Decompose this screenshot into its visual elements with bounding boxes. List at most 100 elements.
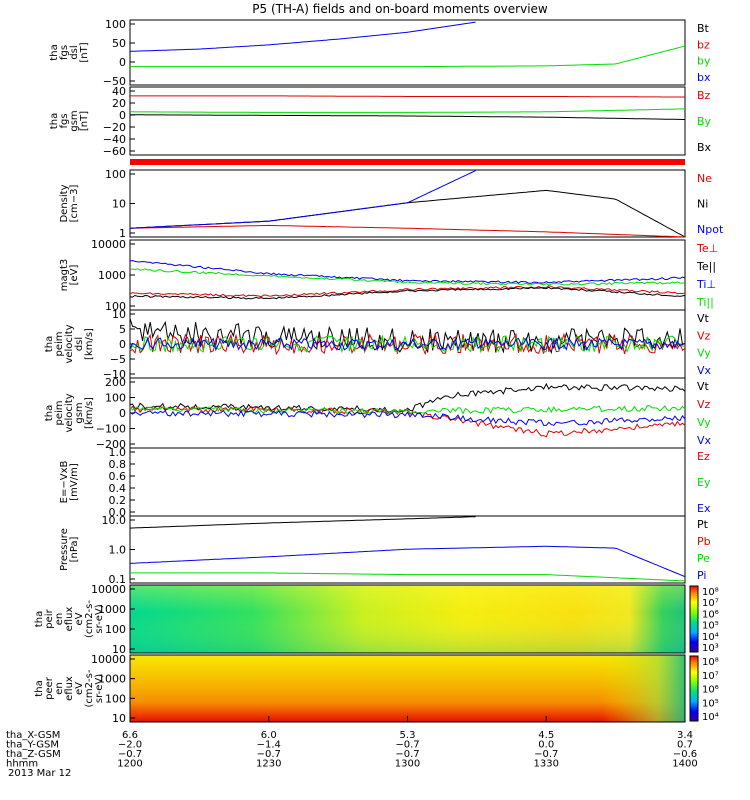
panel-efield: 1.00.80.60.40.20.0 E=−VxB [mV/m] Ez Ey Ex (59, 446, 711, 519)
y-axis-label-line: [km/s] (84, 397, 95, 429)
legend-Ex: Ex (697, 502, 711, 515)
panel-ion-spectrogram: 10000 1000 100 10 tha peir en eflux eV (cm2-s-sr-… (34, 583, 719, 656)
series-line-bx (129, 21, 476, 52)
legend-Ey: Ey (697, 476, 711, 489)
y-axis-label-line: Pressure (59, 528, 70, 571)
y-tick-label: 1000 (98, 269, 126, 282)
x-axis-value: −0.7 (534, 749, 558, 760)
panel-frame (129, 309, 686, 379)
series-line-Ni (129, 189, 686, 238)
series-line-Pi (129, 545, 686, 578)
y-tick-label: 20 (112, 97, 126, 110)
series-line-Pe (130, 572, 686, 582)
y-axis-label-line: [eV] (69, 265, 80, 286)
y-axis-label: tha peim velocity dsl [km/s] (44, 324, 95, 363)
legend-Vz: Vz (697, 329, 711, 342)
y-axis-label: Pressure [nPa] (59, 528, 80, 571)
y-tick-label: 100 (105, 300, 126, 313)
series-line-Npot (129, 170, 476, 229)
x-axis-row-label: tha_X-GSM (6, 730, 60, 741)
x-axis-value: 6.6 (122, 730, 138, 741)
y-tick-label: 0.1 (109, 573, 127, 586)
x-axis-row-label: hhmm (6, 759, 38, 770)
series-line-Vt (129, 382, 686, 413)
y-tick-label: −200 (96, 438, 126, 451)
y-tick-label: 100 (105, 392, 126, 405)
electron-spectrogram-shade (130, 655, 685, 722)
y-tick-label: 100 (105, 623, 126, 636)
x-axis-value: −0.7 (118, 749, 142, 760)
legend-Vt: Vt (697, 312, 710, 325)
y-axis-label-line: velocity (64, 393, 75, 432)
y-axis-label-line: (cm2-s- (84, 600, 95, 638)
y-axis-label-line: eflux (64, 607, 75, 632)
y-axis-label-line: fgs (59, 45, 70, 60)
y-axis-label-line: eV (74, 612, 85, 625)
legend-Pt: Pt (697, 518, 709, 531)
colorbar-tick-label: 10⁵ (702, 621, 719, 632)
y-tick-label: 0.2 (109, 494, 127, 507)
y-axis-label-line: [cm−3] (69, 185, 80, 223)
x-axis-value: −0.7 (395, 749, 419, 760)
y-axis-label-line: eflux (64, 676, 75, 701)
colorbar-tick-label: 10³ (702, 643, 719, 654)
colorbar-tick-label: 10⁷ (702, 671, 719, 682)
x-axis-value: −0.6 (673, 749, 697, 760)
y-tick-label: 200 (105, 376, 126, 389)
colorbar-tick-label: 10⁶ (702, 609, 719, 620)
legend-Bt: Bt (697, 22, 710, 35)
legend-bx: bx (697, 71, 711, 84)
y-axis-label: magt3 [eV] (59, 259, 80, 292)
y-tick-label: 0.0 (109, 506, 127, 519)
y-tick-label: −10 (103, 368, 126, 381)
colorbar-tick-label: 10⁸ (702, 587, 719, 598)
y-tick-label: 0 (119, 338, 126, 351)
legend-By: By (697, 115, 712, 128)
panel-peem-velocity: 10 5 0 −5 −10 tha peim velocity dsl [km/s] Vt Vz Vy V… (44, 308, 712, 381)
y-tick-label: 0.4 (109, 482, 127, 495)
y-tick-label: 100 (105, 692, 126, 705)
panel-electron-spectrogram: 10000 1000 100 10 tha peer en eflux eV (cm2-s-sr-… (34, 653, 719, 725)
y-axis-label: tha peer en eflux eV (cm2-s-sr-eV) (34, 669, 105, 707)
legend-Vx: Vx (697, 434, 712, 447)
y-tick-label: 0 (119, 109, 126, 122)
y-tick-label: 10 (112, 308, 126, 321)
colorbar-tick-label: 10⁵ (702, 698, 719, 709)
y-tick-label: −40 (103, 133, 126, 146)
y-axis-label-line: Density (59, 184, 70, 222)
panel-frame (129, 584, 686, 654)
x-axis-value: 0.7 (677, 740, 693, 751)
y-axis-label-line: velocity (64, 324, 75, 363)
x-axis-value: −2.0 (118, 740, 142, 751)
x-axis-value: 6.0 (261, 730, 277, 741)
y-tick-label: 5 (119, 323, 126, 336)
legend-by: by (697, 55, 711, 68)
series-line-By (130, 108, 685, 113)
y-axis-label-line: tha (44, 405, 55, 421)
y-axis-label-line: [km/s] (84, 328, 95, 360)
x-axis-value: 3.4 (677, 730, 693, 741)
y-axis-label: tha peim velocity gsm [km/s] (44, 393, 95, 432)
x-axis-value: 4.5 (538, 730, 554, 741)
y-tick-label: 0.8 (109, 458, 127, 471)
y-axis-label-line: magt3 (59, 259, 70, 292)
y-axis-label-line: peim (54, 400, 65, 425)
plot-title: P5 (TH-A) fields and on-board moments ov… (252, 2, 548, 16)
series-line-Vy (129, 405, 686, 415)
series-line-Ti (129, 260, 686, 284)
y-tick-label: 0 (119, 407, 126, 420)
legend-Pb: Pb (697, 535, 711, 548)
panel-frame (129, 19, 686, 86)
y-axis-label: Density [cm−3] (59, 184, 80, 222)
y-tick-label: −20 (103, 121, 126, 134)
y-tick-label: 100 (105, 168, 126, 181)
x-axis-value: 1400 (672, 759, 697, 770)
y-axis-label-line: sr-eV) (94, 604, 105, 633)
y-tick-label: 10 (112, 643, 126, 656)
series-line-Bz (130, 95, 686, 98)
x-axis-value: 1230 (256, 759, 281, 770)
y-axis-label-line: peir (44, 608, 55, 628)
y-tick-label: 10000 (91, 653, 126, 666)
